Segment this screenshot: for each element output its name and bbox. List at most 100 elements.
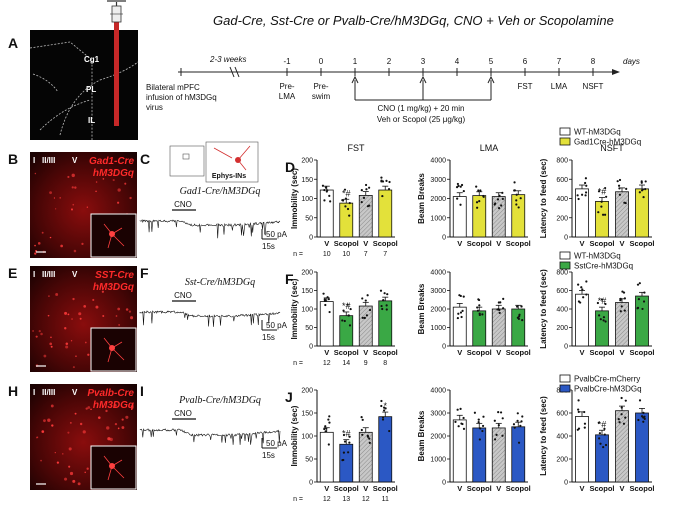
data-point (341, 199, 345, 202)
data-point (341, 319, 344, 322)
data-point (348, 324, 352, 327)
data-point (516, 316, 519, 319)
panel-letter-f: F (285, 271, 294, 287)
data-point (623, 297, 627, 300)
labeled-cell (65, 342, 69, 346)
labeled-cell (92, 298, 95, 301)
scale-x-label: 15s (262, 451, 275, 460)
data-point (619, 299, 622, 302)
data-point (385, 308, 388, 311)
inset-brain-schematic (169, 145, 205, 177)
labeled-cell (73, 249, 77, 253)
bar (635, 412, 649, 483)
labeled-cell (121, 426, 125, 429)
data-point (366, 294, 369, 297)
labeled-cell (47, 314, 50, 317)
data-point (619, 310, 622, 313)
labeled-cell (37, 436, 39, 438)
chart-title: FST (348, 143, 366, 153)
labeled-cell (97, 416, 101, 420)
data-point (585, 280, 588, 283)
timeline-tick-label: 5 (489, 57, 494, 66)
y-tick-label: 3000 (430, 411, 446, 418)
labeled-cell (55, 208, 57, 210)
data-point (616, 180, 619, 183)
data-point (521, 319, 524, 322)
y-tick-label: 100 (301, 307, 313, 314)
data-point (475, 185, 478, 188)
y-tick-label: 600 (556, 288, 568, 295)
y-tick-label: 400 (556, 307, 568, 314)
data-point (324, 303, 327, 307)
data-point (477, 189, 480, 192)
labeled-cell (72, 366, 75, 369)
cno-label: CNO (174, 409, 192, 418)
x-tick-label: Scopol (506, 348, 531, 357)
data-point (361, 316, 364, 319)
panel-letter-e: E (8, 265, 17, 281)
data-point (328, 310, 331, 314)
y-tick-label: 150 (301, 177, 313, 184)
data-point (644, 188, 647, 191)
labeled-cell (106, 426, 110, 430)
y-axis-label: Beam Breaks (417, 410, 426, 461)
legend-label: PvalbCre-hM3DGq (574, 385, 642, 394)
data-point (456, 408, 459, 411)
data-point (585, 184, 588, 187)
y-axis-label: Immobility (sec) (290, 278, 299, 339)
labeled-cell (118, 323, 121, 326)
data-point (366, 434, 369, 437)
data-point (476, 206, 479, 209)
labeled-cell (48, 295, 50, 297)
labeled-cell (49, 191, 52, 195)
data-point (459, 203, 462, 206)
n-prefix: n = (293, 360, 303, 367)
y-tick-label: 2000 (430, 307, 446, 314)
data-point (516, 419, 519, 422)
data-point (325, 427, 328, 430)
data-point (642, 300, 646, 303)
data-point (583, 426, 586, 429)
x-tick-label: Scopol (334, 484, 359, 493)
data-point (501, 197, 504, 201)
timeline-tick-label: 8 (591, 57, 596, 66)
data-point (379, 289, 383, 292)
virus-label: hM3DGq (93, 168, 134, 179)
data-point (388, 429, 391, 433)
y-tick-label: 2000 (430, 434, 446, 441)
labeled-cell (117, 201, 120, 204)
data-point (454, 420, 457, 423)
data-point (497, 206, 501, 210)
data-point (515, 199, 518, 202)
data-point (597, 190, 601, 193)
labeled-cell (71, 173, 75, 178)
data-point (604, 186, 607, 190)
data-point (497, 301, 500, 304)
data-point (605, 195, 608, 198)
ephys-processes (213, 145, 251, 171)
data-point (515, 203, 518, 206)
data-point (347, 314, 350, 317)
n-prefix: n = (293, 251, 303, 258)
data-point (482, 195, 485, 198)
y-tick-label: 50 (305, 457, 313, 464)
n-label: 12 (323, 496, 331, 503)
data-point (601, 213, 605, 216)
current-trace (139, 219, 281, 239)
data-point (347, 451, 350, 454)
x-tick-label: Scopol (629, 348, 654, 357)
legend-swatch (559, 137, 571, 146)
bar (615, 302, 629, 347)
significance-label: *# (342, 301, 351, 311)
labeled-cell (95, 190, 97, 193)
labeled-cell (81, 242, 84, 246)
data-point (640, 180, 643, 183)
data-point (493, 438, 497, 441)
n-label: 14 (342, 360, 350, 367)
data-point (623, 309, 626, 312)
labeled-cell (121, 418, 124, 421)
data-point (380, 304, 383, 308)
bar (491, 308, 506, 347)
data-point (456, 316, 459, 320)
